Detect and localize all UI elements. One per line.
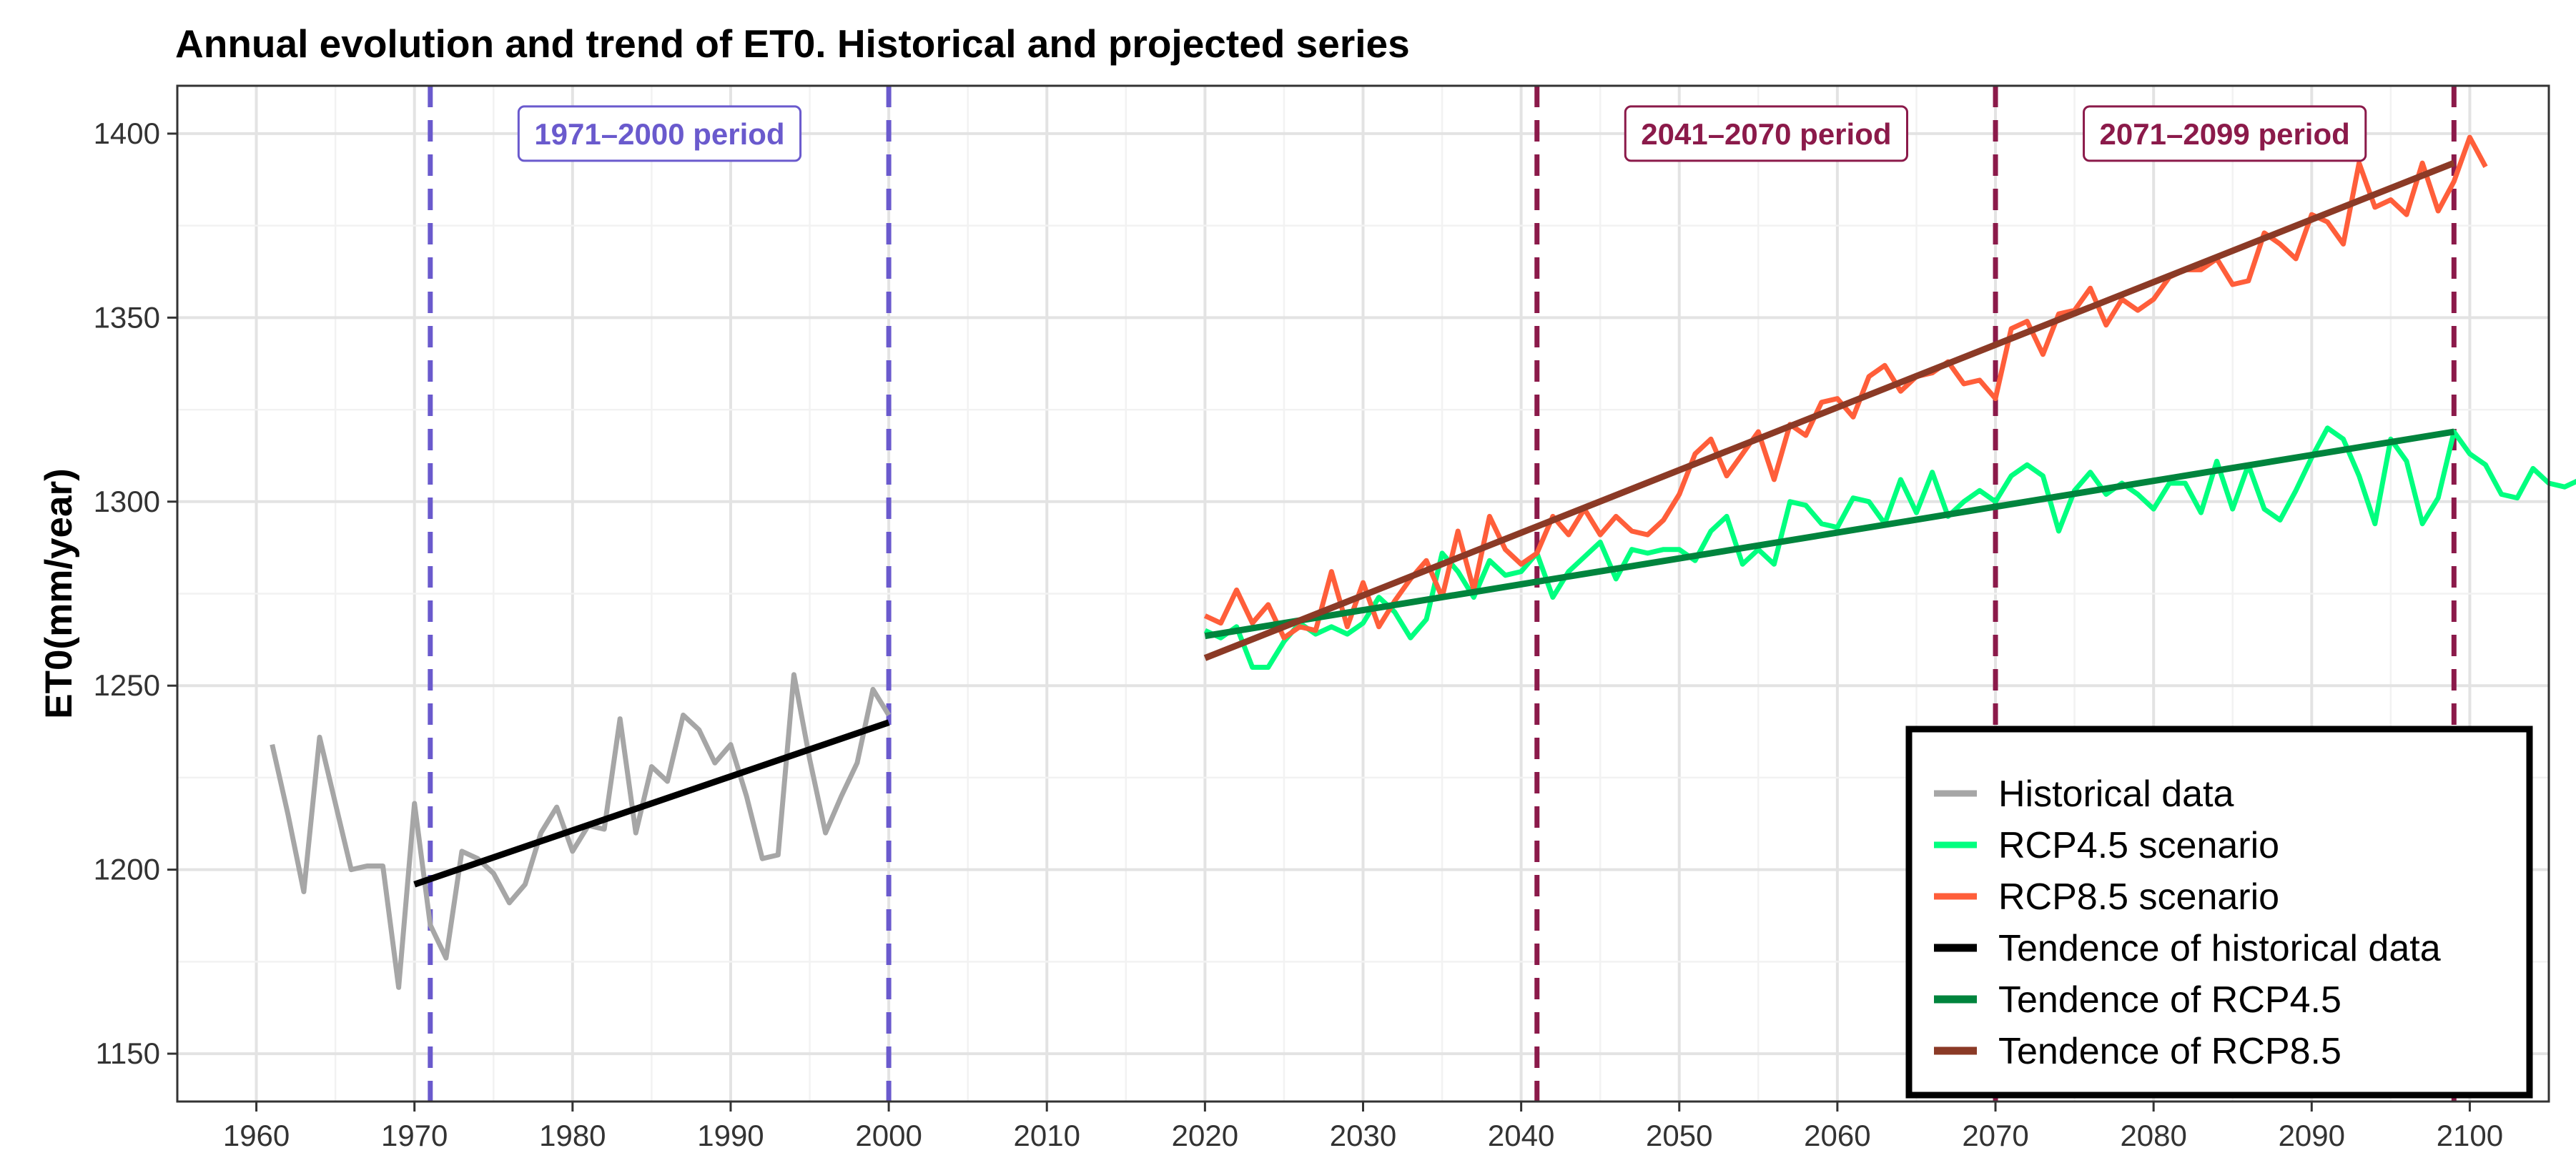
legend-item: Historical data: [1934, 773, 2234, 815]
x-tick-label: 2080: [2120, 1119, 2186, 1152]
y-tick-label: 1350: [94, 300, 160, 334]
x-tick-label: 1990: [697, 1119, 764, 1152]
legend[interactable]: Historical data RCP4.5 scenario RCP8.5 sce…: [1905, 726, 2533, 1099]
x-tick-label: 2040: [1488, 1119, 1554, 1152]
legend-label: Tendence of historical data: [1998, 928, 2441, 969]
x-tick-label: 2070: [1962, 1119, 2028, 1152]
annotation-label: 2071–2099 period: [2100, 117, 2350, 151]
x-tick-label: 1960: [223, 1119, 290, 1152]
legend-label: RCP8.5 scenario: [1998, 876, 2279, 918]
legend-box: [1905, 726, 2533, 1099]
legend-item: Tendence of RCP4.5: [1934, 979, 2341, 1021]
axes: 1960 1970 1980 1990 2000 2010 2020 2030 2040 2050…: [94, 117, 2504, 1152]
series-line-trend_rcp85: [1203, 159, 2455, 661]
y-tick-label: 1300: [94, 485, 160, 518]
period-annotation: 2071–2099 period: [2083, 105, 2367, 162]
series-line-rcp85: [1203, 134, 2488, 640]
x-tick-label: 2030: [1330, 1119, 1396, 1152]
x-tick-label: 2050: [1646, 1119, 1712, 1152]
legend-label: Historical data: [1998, 773, 2234, 815]
x-tick-label: 1980: [539, 1119, 606, 1152]
chart-title: Annual evolution and trend of ET0. Histo…: [175, 21, 1410, 66]
annotation-box: [1624, 105, 1909, 162]
annotation-label: 2041–2070 period: [1641, 117, 1891, 151]
x-tick-label: 2100: [2437, 1119, 2503, 1152]
y-tick-label: 1150: [96, 1036, 160, 1070]
annotation-box: [2083, 105, 2367, 162]
legend-item: Tendence of historical data: [1934, 928, 2441, 969]
x-tick-label: 2060: [1804, 1119, 1870, 1152]
y-tick-label: 1400: [94, 117, 160, 150]
legend-label: Tendence of RCP8.5: [1998, 1031, 2341, 1072]
series-line-trend_hist: [413, 719, 890, 888]
series-line-historical: [270, 672, 892, 990]
annotation-box: [517, 105, 802, 162]
x-tick-label: 2000: [855, 1119, 922, 1152]
x-tick-label: 2090: [2279, 1119, 2345, 1152]
x-tick-label: 2010: [1014, 1119, 1080, 1152]
period-annotation: 2041–2070 period: [1624, 105, 1909, 162]
y-tick-label: 1250: [94, 668, 160, 702]
annotation-label: 1971–2000 period: [534, 117, 784, 151]
period-annotations: 1971–2000 period 2041–2070 period 2071–209…: [517, 105, 2367, 162]
period-annotation: 1971–2000 period: [517, 105, 802, 162]
trend-lines: [413, 159, 2455, 888]
series-line-rcp45: [1203, 425, 2576, 670]
series-line-trend_rcp45: [1204, 428, 2455, 640]
x-tick-label: 2020: [1172, 1119, 1238, 1152]
legend-item: RCP8.5 scenario: [1934, 876, 2279, 918]
legend-label: Tendence of RCP4.5: [1998, 979, 2341, 1021]
y-axis-label: ET0(mm/year): [38, 468, 80, 719]
x-tick-label: 1970: [381, 1119, 448, 1152]
y-tick-label: 1200: [94, 853, 160, 886]
legend-label: RCP4.5 scenario: [1998, 825, 2279, 866]
legend-item: RCP4.5 scenario: [1934, 825, 2279, 866]
legend-item: Tendence of RCP8.5: [1934, 1031, 2341, 1072]
